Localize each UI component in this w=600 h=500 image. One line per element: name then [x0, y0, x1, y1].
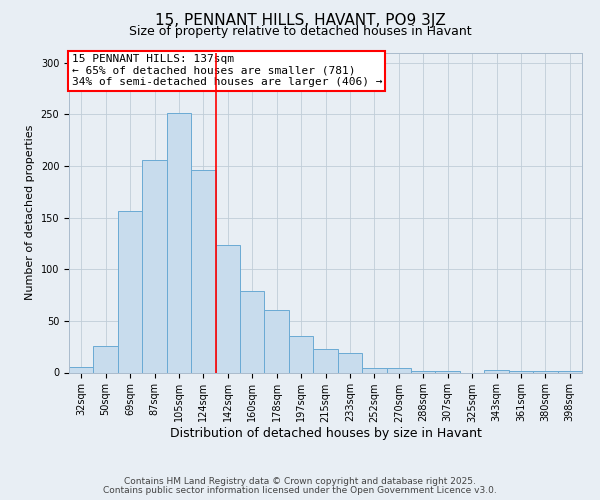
Bar — [265, 310, 289, 372]
Bar — [167, 114, 191, 372]
Text: Contains HM Land Registry data © Crown copyright and database right 2025.: Contains HM Land Registry data © Crown c… — [124, 477, 476, 486]
Bar — [215, 244, 240, 372]
Bar — [386, 368, 411, 372]
Y-axis label: Number of detached properties: Number of detached properties — [25, 125, 35, 300]
Text: Size of property relative to detached houses in Havant: Size of property relative to detached ho… — [128, 25, 472, 38]
Text: Contains public sector information licensed under the Open Government Licence v3: Contains public sector information licen… — [103, 486, 497, 495]
X-axis label: Distribution of detached houses by size in Havant: Distribution of detached houses by size … — [170, 428, 481, 440]
Bar — [313, 349, 338, 372]
Bar — [94, 346, 118, 372]
Bar — [118, 212, 142, 372]
Text: 15, PENNANT HILLS, HAVANT, PO9 3JZ: 15, PENNANT HILLS, HAVANT, PO9 3JZ — [155, 12, 445, 28]
Bar — [191, 170, 215, 372]
Bar — [142, 160, 167, 372]
Text: 15 PENNANT HILLS: 137sqm
← 65% of detached houses are smaller (781)
34% of semi-: 15 PENNANT HILLS: 137sqm ← 65% of detach… — [71, 54, 382, 88]
Bar — [338, 353, 362, 372]
Bar — [240, 291, 265, 372]
Bar — [69, 368, 94, 372]
Bar — [289, 336, 313, 372]
Bar — [484, 370, 509, 372]
Bar — [362, 368, 386, 372]
